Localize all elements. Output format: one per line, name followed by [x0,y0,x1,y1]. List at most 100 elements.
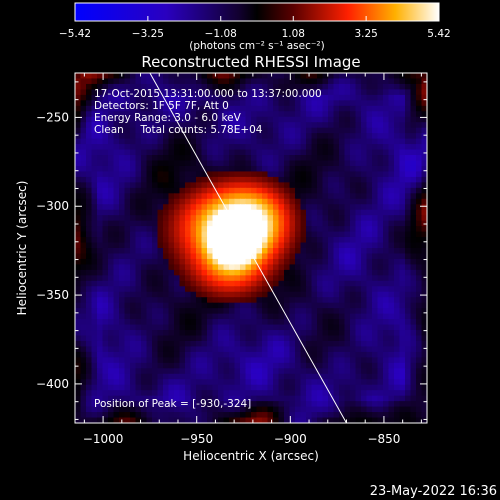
heatmap-cell [273,122,280,129]
heatmap-cell [350,379,357,386]
heatmap-cell [361,198,368,205]
heatmap-cell [240,264,247,271]
heatmap-cell [108,297,115,304]
heatmap-cell [163,73,170,80]
heatmap-cell [201,133,208,140]
heatmap-cell [102,362,109,369]
heatmap-cell [196,362,203,369]
heatmap-cell [322,73,329,80]
heatmap-cell [284,215,291,222]
heatmap-cell [350,330,357,337]
heatmap-cell [201,187,208,194]
heatmap-cell [278,165,285,173]
heatmap-cell [328,357,335,364]
heatmap-cell [190,248,197,255]
heatmap-cell [163,105,170,112]
heatmap-cell [201,417,208,423]
heatmap-cell [223,308,230,315]
heatmap-cell [223,248,230,255]
heatmap-cell [80,384,87,391]
heatmap-cell [328,220,335,227]
heatmap-cell [289,319,296,326]
heatmap-cell [405,100,412,107]
heatmap-cell [372,100,379,107]
heatmap-cell [75,127,82,134]
heatmap-cell [410,89,417,96]
heatmap-cell [361,105,368,112]
heatmap-cell [152,384,159,391]
heatmap-cell [113,242,120,249]
heatmap-cell [108,182,115,189]
heatmap-cell [361,155,368,162]
heatmap-cell [80,198,87,205]
heatmap-cell [383,258,390,266]
heatmap-cell [163,351,170,358]
heatmap-cell [207,149,214,156]
heatmap-cell [174,209,181,216]
heatmap-cell [278,291,285,298]
heatmap-cell [344,204,351,211]
heatmap-cell [421,286,427,293]
heatmap-cell [322,417,329,423]
heatmap-cell [113,406,120,413]
heatmap-cell [102,242,109,249]
heatmap-cell [366,160,373,167]
heatmap-cell [383,324,390,331]
heatmap-cell [229,155,236,162]
heatmap-cell [300,193,307,200]
heatmap-cell [179,226,186,233]
heatmap-cell [91,242,98,249]
heatmap-cell [113,155,120,162]
heatmap-cell [344,127,351,134]
heatmap-cell [75,313,82,320]
heatmap-cell [405,379,412,386]
heatmap-cell [251,165,258,173]
heatmap-cell [399,286,406,293]
heatmap-cell [218,275,225,282]
heatmap-cell [91,193,98,200]
heatmap-cell [146,176,153,183]
heatmap-cell [86,242,93,249]
heatmap-cell [157,215,164,222]
heatmap-cell [229,401,236,408]
heatmap-cell [196,417,203,423]
heatmap-cell [273,226,280,233]
heatmap-cell [262,335,269,342]
heatmap-cell [361,149,368,156]
heatmap-cell [86,78,93,85]
heatmap-cell [311,209,318,216]
heatmap-cell [394,160,401,167]
heatmap-cell [240,111,247,118]
heatmap-cell [366,264,373,271]
heatmap-cell [207,182,214,189]
heatmap-cell [212,111,219,118]
heatmap-cell [394,258,401,266]
heatmap-cell [300,253,307,260]
heatmap-cell [207,324,214,331]
heatmap-cell [102,286,109,293]
heatmap-cell [421,182,427,189]
heatmap-cell [130,248,137,255]
heatmap-cell [190,176,197,183]
heatmap-cell [284,89,291,96]
heatmap-cell [421,275,427,282]
heatmap-cell [399,308,406,315]
heatmap-cell [229,286,236,293]
heatmap-cell [399,335,406,342]
heatmap-cell [207,390,214,397]
heatmap-cell [333,105,340,112]
heatmap-cell [251,122,258,129]
heatmap-cell [306,269,313,276]
heatmap-cell [229,330,236,337]
heatmap-cell [80,149,87,156]
heatmap-cell [119,412,126,419]
heatmap-cell [135,171,142,178]
heatmap-cell [394,412,401,419]
heatmap-cell [119,373,126,380]
heatmap-cell [97,116,104,123]
heatmap-cell [311,155,318,162]
heatmap-cell [361,160,368,167]
heatmap-cell [289,346,296,353]
heatmap-cell [372,73,379,80]
heatmap-cell [119,264,126,271]
